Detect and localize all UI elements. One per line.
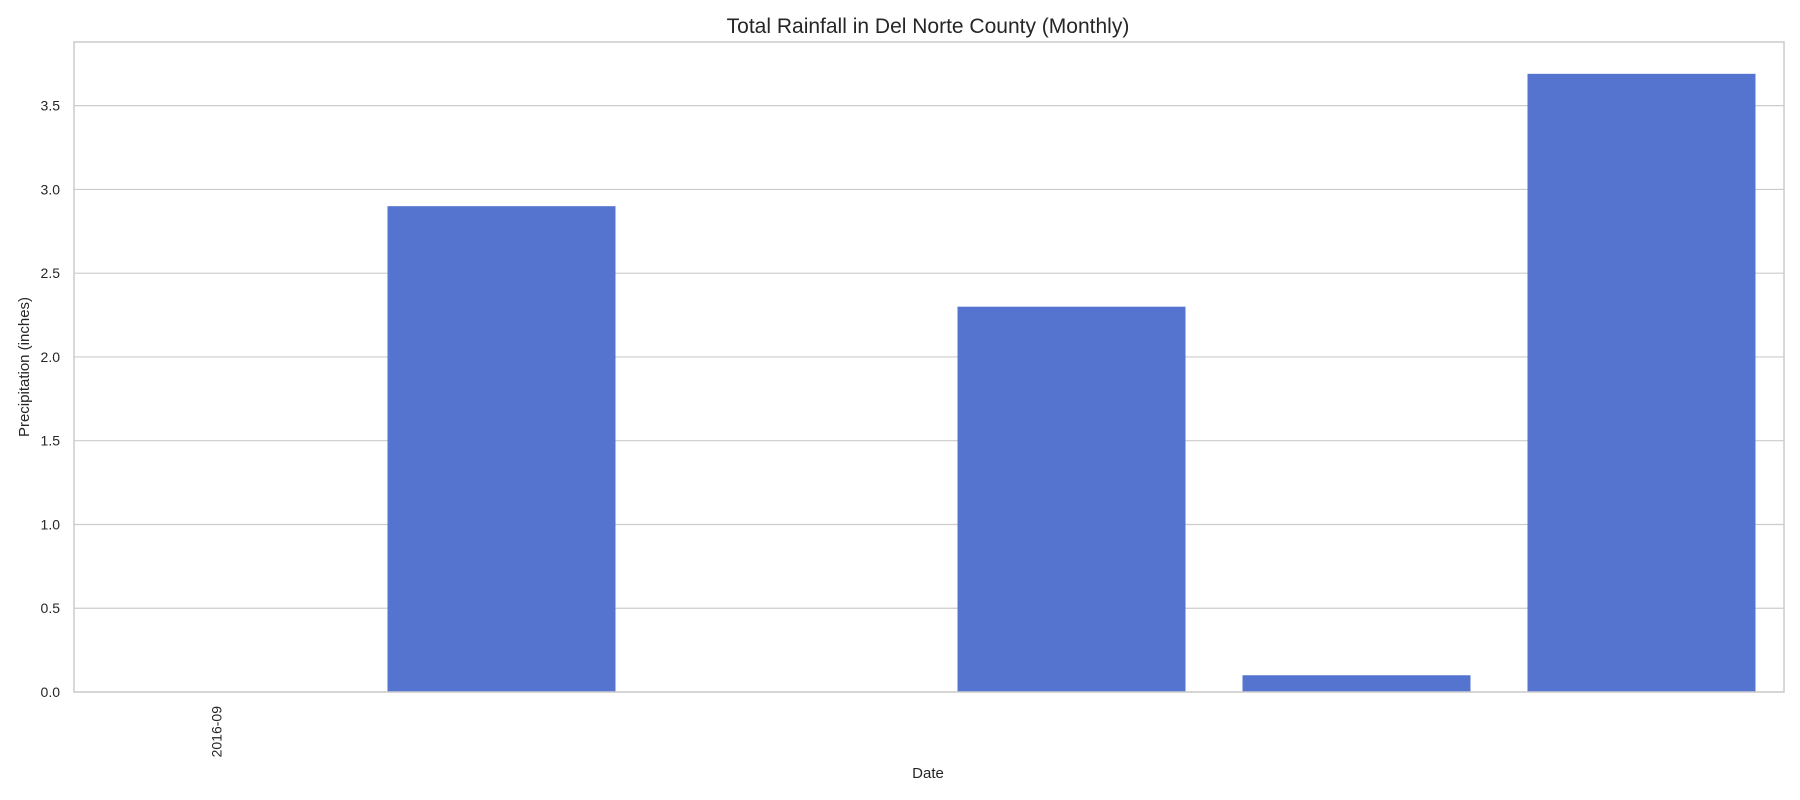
x-tick-labels: 2016-09 bbox=[209, 706, 225, 758]
x-axis-label: Date bbox=[912, 765, 944, 782]
y-tick-label: 0.5 bbox=[41, 600, 61, 616]
bar bbox=[1527, 73, 1756, 692]
y-tick-label: 3.0 bbox=[41, 181, 61, 197]
bar bbox=[387, 206, 616, 692]
bar bbox=[957, 306, 1186, 692]
x-tick-label: 2016-09 bbox=[209, 706, 225, 758]
y-tick-label: 2.0 bbox=[41, 349, 61, 365]
y-tick-label: 1.5 bbox=[41, 433, 61, 449]
gridlines bbox=[74, 105, 1784, 693]
y-axis-label: Precipitation (inches) bbox=[16, 297, 33, 437]
y-tick-label: 2.5 bbox=[41, 265, 61, 281]
y-tick-label: 0.0 bbox=[41, 684, 61, 700]
y-tick-labels: 0.0 0.5 1.0 1.5 2.0 2.5 3.0 3.5 bbox=[41, 98, 61, 700]
chart-title: Total Rainfall in Del Norte County (Mont… bbox=[727, 15, 1130, 38]
y-tick-label: 3.5 bbox=[41, 98, 61, 114]
bar bbox=[1242, 675, 1471, 692]
plot-frame bbox=[73, 41, 1785, 693]
y-tick-label: 1.0 bbox=[41, 516, 61, 532]
bars bbox=[387, 73, 1756, 692]
